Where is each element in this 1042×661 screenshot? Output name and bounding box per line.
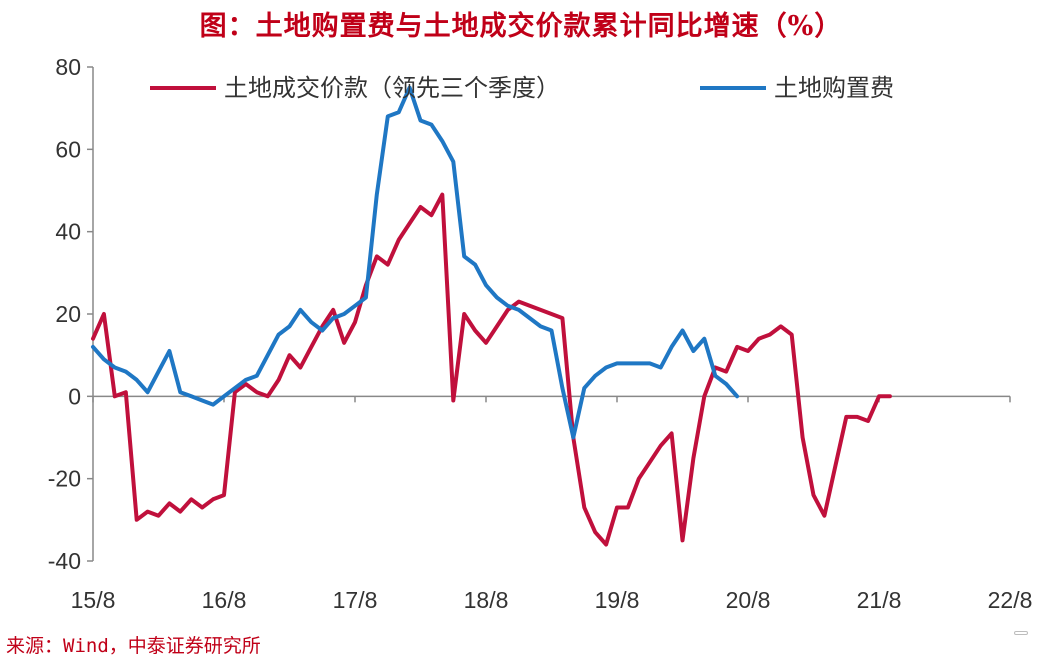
chart-axes [87, 66, 1011, 562]
series-lines [91, 85, 892, 547]
x-tick-labels: 15/8 16/8 17/8 18/8 19/8 20/8 21/8 22/8 [71, 587, 1033, 613]
x-tick-label: 16/8 [202, 587, 247, 613]
x-tick-label: 15/8 [71, 587, 116, 613]
y-tick-label: 20 [55, 301, 81, 327]
x-tick-label: 19/8 [595, 587, 640, 613]
y-tick-label: -40 [48, 548, 81, 574]
legend-label: 土地购置费 [774, 74, 894, 102]
x-tick-label: 22/8 [988, 587, 1033, 613]
y-tick-label: -20 [48, 466, 81, 492]
y-tick-labels: 80 60 40 20 0 -20 -40 [48, 54, 81, 574]
series-line-2 [91, 85, 740, 440]
y-tick-label: 80 [55, 54, 81, 80]
y-tick-label: 60 [55, 136, 81, 162]
x-tick-label: 20/8 [726, 587, 771, 613]
x-tick-label: 17/8 [333, 587, 378, 613]
series-line-1 [91, 192, 892, 547]
source-note: 来源：Wind，中泰证券研究所 [6, 635, 261, 657]
y-tick-label: 0 [68, 383, 81, 409]
legend-label: 土地成交价款（领先三个季度） [224, 74, 560, 102]
watermark-logo [1014, 631, 1028, 635]
legend: 土地成交价款（领先三个季度） 土地购置费 [150, 74, 894, 102]
y-tick-label: 40 [55, 219, 81, 245]
x-tick-label: 18/8 [464, 587, 509, 613]
chart-title: 图：土地购置费与土地成交价款累计同比增速（%） [199, 11, 843, 42]
x-tick-label: 21/8 [857, 587, 902, 613]
